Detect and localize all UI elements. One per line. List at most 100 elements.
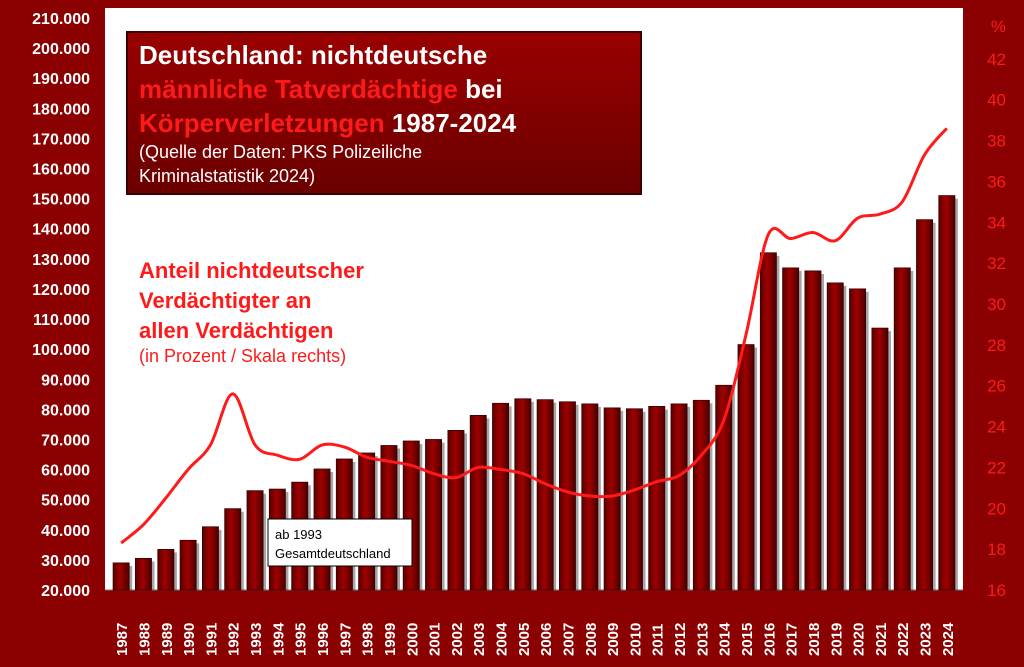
- bar-2007: [559, 401, 576, 591]
- bar-1990: [179, 539, 197, 591]
- x-tick-label: 2020: [851, 623, 868, 656]
- bar-2019: [826, 282, 844, 591]
- bar-2010: [626, 408, 643, 591]
- bar-1992: [224, 508, 242, 591]
- x-tick-label: 2013: [694, 623, 711, 656]
- bar-2023: [916, 219, 934, 591]
- y-right-tick-label: 26: [987, 377, 1006, 396]
- bar-2005: [514, 398, 532, 591]
- bar-1987: [112, 562, 130, 591]
- bar-2001: [425, 439, 443, 591]
- x-tick-label: 1992: [226, 623, 243, 656]
- x-tick-label: 2016: [761, 623, 778, 656]
- x-tick-label: 2008: [583, 623, 600, 656]
- y-left-axis: 20.000 30.000 40.000 50.000 60.000 70.000 80.0…: [32, 11, 90, 600]
- x-tick-label: 1995: [293, 623, 310, 656]
- title-line-2: männliche Tatverdächtige bei: [139, 74, 503, 104]
- y-left-tick-label: 120.000: [32, 282, 90, 299]
- bar-2021: [871, 327, 889, 591]
- y-left-tick-label: 170.000: [32, 131, 90, 148]
- x-tick-label: 1996: [315, 623, 332, 656]
- x-tick-label: 2001: [427, 623, 444, 656]
- y-left-tick-label: 210.000: [32, 11, 90, 28]
- x-tick-label: 2017: [784, 623, 801, 656]
- x-tick-label: 2006: [538, 623, 555, 656]
- y-left-tick-label: 130.000: [32, 252, 90, 269]
- x-tick-label: 2012: [672, 623, 689, 656]
- bar-2015: [737, 344, 755, 591]
- bar-2020: [849, 288, 867, 591]
- share-line: [120, 127, 948, 545]
- annotation-line-1: Anteil nichtdeutscher: [139, 258, 364, 283]
- y-left-tick-label: 60.000: [41, 463, 90, 480]
- x-tick-label: 2019: [828, 623, 845, 656]
- x-tick-label: 1999: [382, 623, 399, 656]
- x-tick-label: 2000: [404, 623, 421, 656]
- y-left-tick-label: 140.000: [32, 222, 90, 239]
- x-tick-label: 1993: [248, 623, 265, 656]
- annotation-sub: (in Prozent / Skala rechts): [139, 346, 346, 366]
- x-tick-label: 1994: [270, 622, 287, 656]
- x-tick-label: 2022: [895, 623, 912, 656]
- x-tick-label: 2024: [940, 622, 957, 656]
- x-tick-label: 1987: [114, 623, 131, 656]
- title-box: Deutschland: nichtdeutsche männliche Tat…: [126, 31, 642, 195]
- bar-1988: [134, 558, 152, 591]
- title-line-2-red: männliche Tatverdächtige: [139, 74, 458, 104]
- title-line-2-white: bei: [458, 74, 503, 104]
- x-tick-label: 1990: [181, 623, 198, 656]
- bar-2009: [603, 407, 621, 591]
- x-tick-label: 1997: [337, 623, 354, 656]
- y-right-tick-label: 20: [987, 499, 1006, 518]
- line-annotation: Anteil nichtdeutscher Verdächtigter an a…: [139, 258, 364, 366]
- bar-2018: [804, 270, 822, 591]
- x-tick-label: 1989: [159, 623, 176, 656]
- x-tick-label: 2018: [806, 623, 823, 656]
- y-left-tick-label: 180.000: [32, 101, 90, 118]
- annotation-line-2: Verdächtigter an: [139, 288, 311, 313]
- source-line-2: Kriminalstatistik 2024): [139, 166, 315, 186]
- title-line-3: Körperverletzungen 1987-2024: [139, 108, 517, 138]
- title-line-3-white: 1987-2024: [385, 108, 517, 138]
- y-right-tick-label: 30: [987, 295, 1006, 314]
- title-line-1: Deutschland: nichtdeutsche: [139, 40, 487, 70]
- y-left-tick-label: 190.000: [32, 71, 90, 88]
- bar-2004: [492, 402, 510, 591]
- bar-2022: [893, 267, 911, 591]
- y-left-tick-label: 200.000: [32, 41, 90, 58]
- note-line-2: Gesamtdeutschland: [275, 546, 391, 561]
- y-left-tick-label: 90.000: [41, 372, 90, 389]
- bar-2024: [938, 195, 956, 591]
- y-right-tick-label: 28: [987, 336, 1006, 355]
- source-line-1: (Quelle der Daten: PKS Polizeiliche: [139, 142, 422, 162]
- y-right-tick-label: 24: [987, 418, 1006, 437]
- x-tick-label: 2004: [494, 622, 511, 656]
- y-right-unit-label: %: [991, 17, 1006, 36]
- bar-2017: [782, 267, 800, 591]
- y-right-axis: 16 18 20 22 24 26 28 30 32 34 36 38 40 42%: [987, 17, 1006, 600]
- y-left-tick-label: 100.000: [32, 342, 90, 359]
- bar-1999: [380, 445, 398, 591]
- y-left-tick-label: 80.000: [41, 402, 90, 419]
- y-right-tick-label: 34: [987, 213, 1006, 232]
- x-tick-label: 2021: [873, 623, 890, 656]
- x-tick-label: 2007: [561, 623, 578, 656]
- y-right-tick-label: 22: [987, 458, 1006, 477]
- y-left-tick-label: 30.000: [41, 553, 90, 570]
- bar-2016: [759, 252, 777, 591]
- y-left-tick-label: 70.000: [41, 433, 90, 450]
- y-right-tick-label: 16: [987, 581, 1006, 600]
- bar-2006: [536, 399, 554, 591]
- x-tick-label: 2014: [717, 622, 734, 656]
- bar-2002: [447, 429, 465, 591]
- y-left-tick-label: 160.000: [32, 162, 90, 179]
- bar-1989: [157, 549, 175, 591]
- x-tick-label: 2009: [605, 623, 622, 656]
- bar-2012: [670, 403, 688, 591]
- x-tick-label: 1991: [203, 623, 220, 656]
- bar-2003: [469, 414, 487, 591]
- y-right-tick-label: 36: [987, 172, 1006, 191]
- note-line-1: ab 1993: [275, 527, 322, 542]
